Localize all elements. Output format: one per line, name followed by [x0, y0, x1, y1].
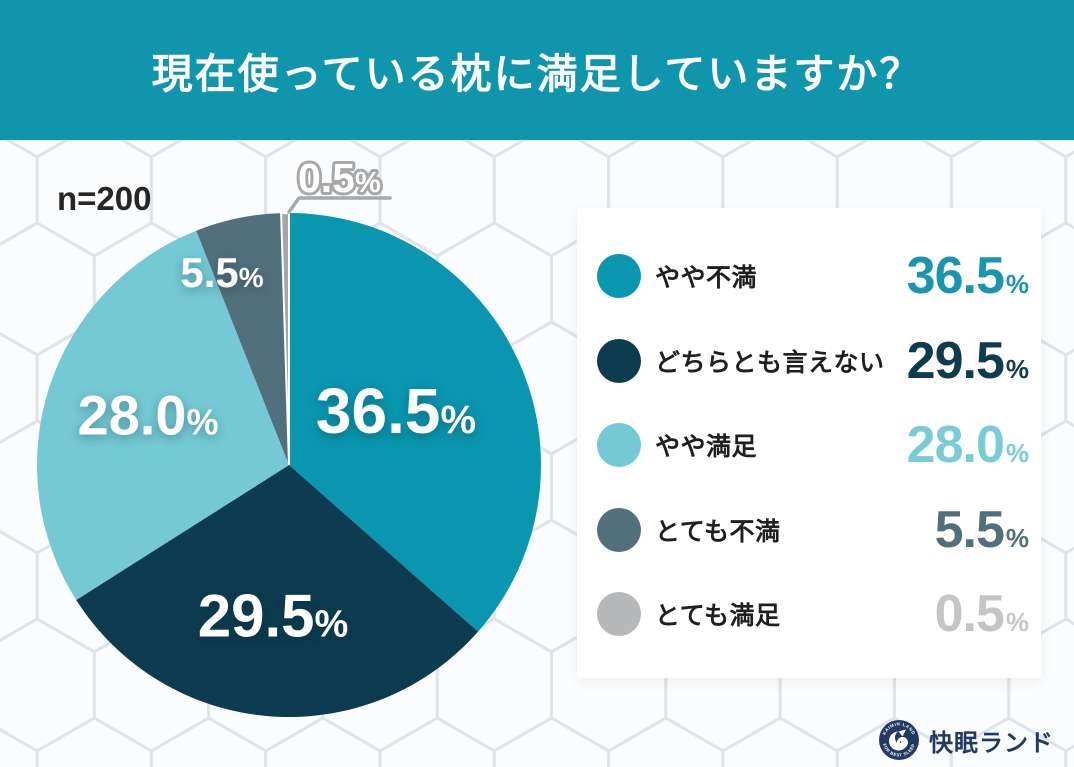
- legend-panel: やや不満 36.5% どちらとも言えない 29.5% やや満足 28.0% とて…: [577, 208, 1041, 678]
- pie-chart-area: 36.5% 29.5% 28.0% 5.5%: [36, 211, 542, 718]
- percent-sign: %: [314, 603, 349, 646]
- legend-label: とても満足: [655, 602, 781, 630]
- legend-dot: [597, 592, 641, 636]
- pie-slice-0: [289, 213, 542, 632]
- pie-slice-label-yayafuman: 36.5%: [316, 374, 476, 448]
- brand-badge-icon: KAIMIN LAND FOR BEST SLEEP: [879, 720, 919, 760]
- pie-chart: [37, 211, 542, 718]
- brand-logo: KAIMIN LAND FOR BEST SLEEP 快眠ランド: [878, 719, 1054, 761]
- pie-slice-2: [37, 230, 290, 601]
- brand-name: 快眠ランド: [929, 729, 1054, 757]
- legend-label: とても不満: [655, 517, 781, 546]
- percent-sign: %: [440, 398, 477, 442]
- chart-title: 現在使っている枕に満足していますか？: [151, 51, 923, 97]
- pie-slice-value: 5.5: [180, 249, 239, 296]
- legend-label: どちらとも言えない: [655, 348, 885, 377]
- legend-value: 28.0%: [906, 416, 1029, 474]
- legend-dot: [597, 254, 641, 298]
- callout-leader-line: [287, 196, 392, 214]
- pie-slice-value: 28.0: [77, 383, 187, 447]
- tiny-slice-callout: 0.5%: [287, 152, 392, 214]
- legend-dot: [597, 507, 641, 552]
- sample-size-label: n=200: [57, 180, 152, 217]
- pie-slice-1: [76, 465, 479, 718]
- legend-row-4: とても満足 0.5%: [597, 585, 1029, 643]
- legend-row-2: やや満足 28.0%: [597, 416, 1029, 474]
- legend-label: やや満足: [655, 433, 758, 461]
- percent-sign: %: [1005, 353, 1029, 384]
- percent-sign: %: [1005, 607, 1029, 637]
- pie-slice-3: [196, 213, 289, 465]
- percent-sign: %: [1005, 522, 1029, 553]
- percent-sign: %: [238, 262, 264, 293]
- legend-label: やや不満: [655, 264, 758, 292]
- pie-slice-value: 36.5: [315, 375, 441, 447]
- legend-row-3: とても不満 5.5%: [597, 500, 1029, 559]
- legend-row-1: どちらとも言えない 29.5%: [597, 331, 1029, 390]
- header-bar: 現在使っている枕に満足していますか？: [0, 0, 1074, 140]
- percent-sign: %: [1005, 269, 1029, 299]
- pie-slice-label-totemofuman: 5.5%: [180, 249, 263, 297]
- moon-icon: [889, 729, 911, 751]
- legend-row-0: やや不満 36.5%: [597, 247, 1029, 305]
- legend-value: 36.5%: [906, 247, 1029, 305]
- legend-value: 29.5%: [906, 331, 1029, 390]
- legend-value: 0.5%: [934, 585, 1029, 643]
- legend-dot: [597, 338, 641, 383]
- legend-dot: [597, 423, 641, 467]
- percent-sign: %: [1005, 438, 1029, 468]
- percent-sign: %: [186, 401, 219, 443]
- pie-slice-label-totemomanzoku: 0.5%: [298, 155, 381, 201]
- pie-slice-label-yayamanzoku: 28.0%: [77, 383, 218, 448]
- pie-slice-value: 29.5: [197, 582, 315, 650]
- legend-value: 5.5%: [934, 500, 1029, 559]
- pie-slice-label-dochira: 29.5%: [198, 582, 349, 651]
